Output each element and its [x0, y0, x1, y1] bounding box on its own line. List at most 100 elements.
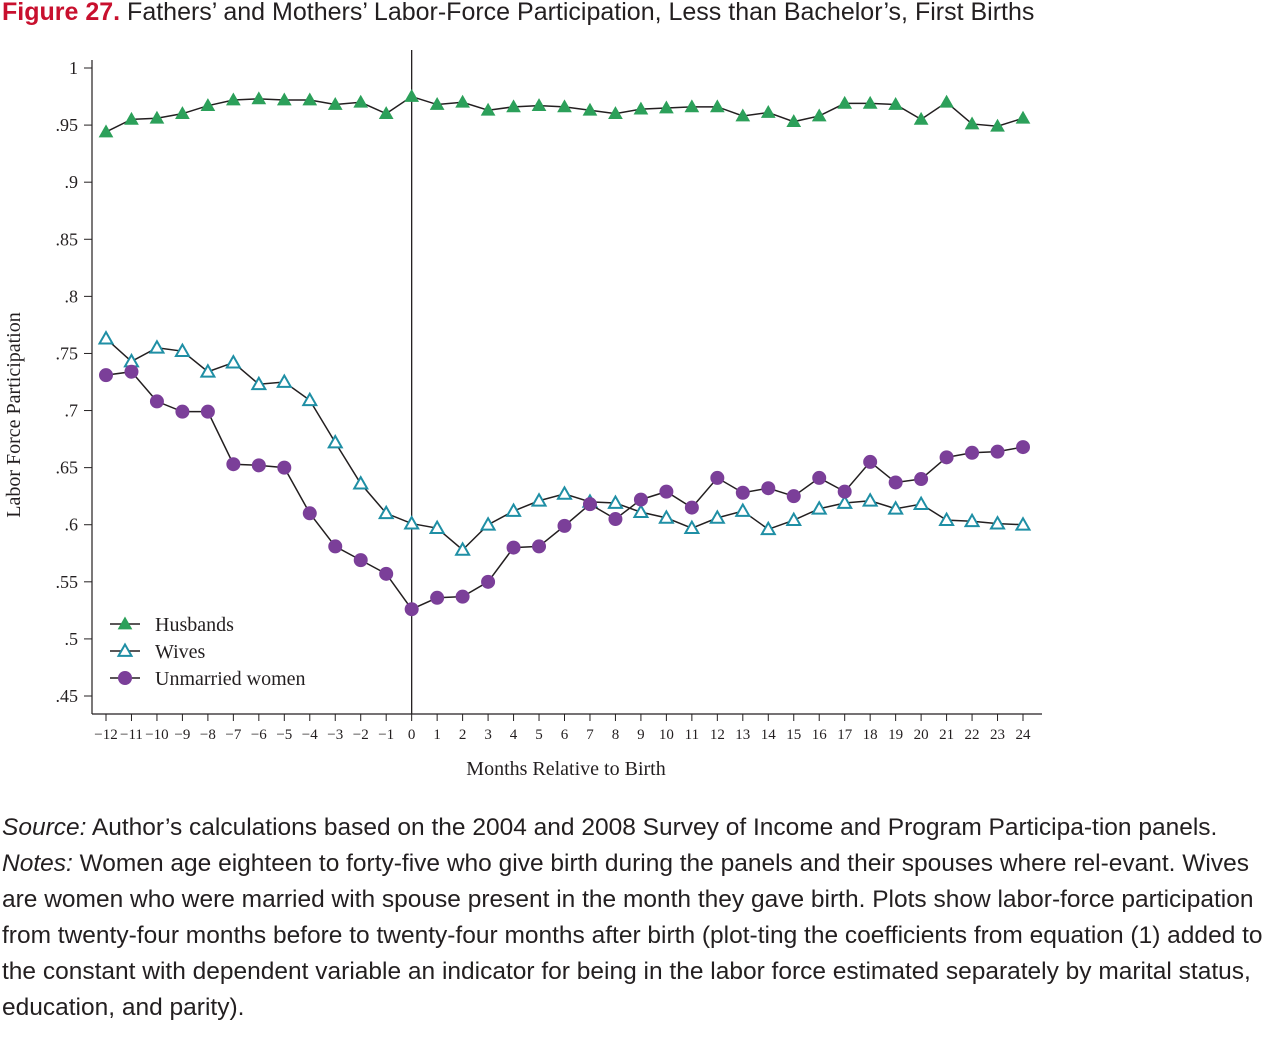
data-point-husbands [404, 89, 420, 102]
data-point-husbands [378, 106, 394, 120]
y-tick-label: .5 [65, 629, 79, 649]
source-note: Source: Author’s calculations based on t… [2, 810, 1274, 846]
y-tick-label: .75 [56, 343, 79, 363]
y-tick-label: .9 [65, 172, 79, 192]
x-tick-label: 10 [659, 727, 674, 743]
x-tick-label: 23 [990, 727, 1005, 743]
x-tick-label: −5 [276, 727, 292, 743]
data-point-unmarried-women [914, 472, 929, 487]
x-tick-label: −4 [302, 727, 318, 743]
data-point-husbands [760, 105, 776, 118]
x-tick-label: 6 [561, 727, 569, 743]
legend-marker-wives [116, 642, 134, 657]
x-tick-label: 3 [484, 727, 492, 743]
line-chart: .45.5.55.6.65.7.75.8.85.9.951−12 −11 −10 −9… [3, 50, 1042, 780]
x-tick-label: −1 [378, 727, 394, 743]
data-point-wives [989, 515, 1006, 530]
data-point-wives [556, 485, 573, 500]
data-point-husbands [888, 97, 904, 110]
x-tick-label: −6 [251, 727, 267, 743]
data-point-husbands [735, 108, 751, 122]
data-point-unmarried-women [633, 492, 648, 507]
x-tick-label: −11 [120, 727, 143, 743]
data-point-unmarried-women [710, 470, 725, 485]
y-tick-label: .8 [65, 286, 79, 306]
data-point-husbands [913, 111, 929, 125]
data-point-unmarried-women [965, 445, 980, 460]
data-point-wives [734, 502, 752, 517]
figure-title: Figure 27. Fathers’ and Mothers’ Labor-F… [2, 0, 1034, 27]
x-tick-label: −10 [145, 727, 168, 743]
data-point-wives [530, 492, 548, 507]
x-tick-label: 7 [586, 727, 594, 743]
x-tick-label: 13 [735, 727, 750, 743]
figure-notes: Source: Author’s calculations based on t… [2, 810, 1274, 1026]
data-point-wives [148, 339, 166, 354]
data-point-wives [403, 515, 420, 530]
x-tick-label: −8 [200, 727, 216, 743]
data-point-husbands [786, 114, 802, 128]
data-point-wives [97, 330, 115, 345]
notes-paragraph: Notes: Women age eighteen to forty-five … [2, 846, 1274, 1026]
data-point-wives [301, 391, 319, 407]
x-tick-label: 4 [510, 727, 518, 743]
data-point-unmarried-women [812, 470, 827, 485]
x-tick-label: 19 [888, 727, 903, 743]
data-point-unmarried-women [302, 506, 317, 521]
x-tick-label: 2 [459, 727, 467, 743]
data-point-husbands [608, 106, 623, 120]
x-tick-label: 0 [408, 727, 416, 743]
data-point-unmarried-women [608, 512, 623, 527]
y-tick-label: .6 [65, 515, 79, 535]
data-point-wives [276, 373, 293, 388]
y-tick-label: .55 [56, 572, 79, 592]
data-point-husbands [506, 99, 521, 113]
data-point-husbands [225, 92, 241, 106]
data-point-unmarried-women [277, 460, 292, 475]
data-point-husbands [276, 92, 292, 106]
data-point-husbands [557, 99, 572, 113]
data-point-unmarried-women [328, 539, 343, 554]
data-point-wives [225, 354, 242, 369]
data-point-husbands [327, 97, 343, 110]
data-point-husbands [149, 110, 165, 124]
data-point-husbands [939, 94, 954, 108]
data-point-wives [861, 492, 879, 507]
data-point-husbands [124, 111, 139, 125]
data-point-wives [199, 363, 217, 378]
data-point-husbands [200, 98, 216, 112]
data-point-wives [887, 500, 904, 515]
data-point-wives [352, 475, 369, 490]
y-tick-label: .7 [65, 401, 79, 421]
data-point-wives [632, 503, 650, 519]
data-point-husbands [837, 95, 853, 109]
data-point-husbands [862, 95, 878, 109]
data-point-unmarried-women [353, 553, 368, 568]
data-point-unmarried-women [863, 454, 878, 469]
y-tick-label: .45 [56, 686, 79, 706]
data-point-unmarried-women [837, 484, 852, 499]
data-point-wives [250, 375, 268, 391]
x-tick-label: −3 [327, 727, 343, 743]
data-point-unmarried-women [506, 540, 521, 555]
x-tick-label: 14 [761, 727, 777, 743]
data-point-wives [938, 511, 955, 527]
data-point-unmarried-women [684, 500, 699, 515]
data-point-wives [912, 495, 930, 511]
y-tick-label: 1 [69, 58, 78, 78]
data-point-wives [963, 512, 981, 528]
data-point-unmarried-women [582, 497, 597, 512]
data-point-unmarried-women [557, 518, 572, 533]
data-point-unmarried-women [532, 539, 547, 554]
data-point-unmarried-women [735, 485, 750, 500]
x-tick-label: 15 [786, 727, 801, 743]
data-point-husbands [175, 106, 190, 120]
data-point-wives [836, 494, 853, 509]
x-tick-label: 18 [863, 727, 878, 743]
y-tick-label: .65 [56, 458, 79, 478]
legend-label-wives: Wives [155, 641, 206, 663]
data-point-husbands [98, 124, 114, 138]
x-tick-label: 21 [939, 727, 954, 743]
data-point-unmarried-women [200, 404, 215, 419]
data-point-wives [709, 509, 726, 524]
